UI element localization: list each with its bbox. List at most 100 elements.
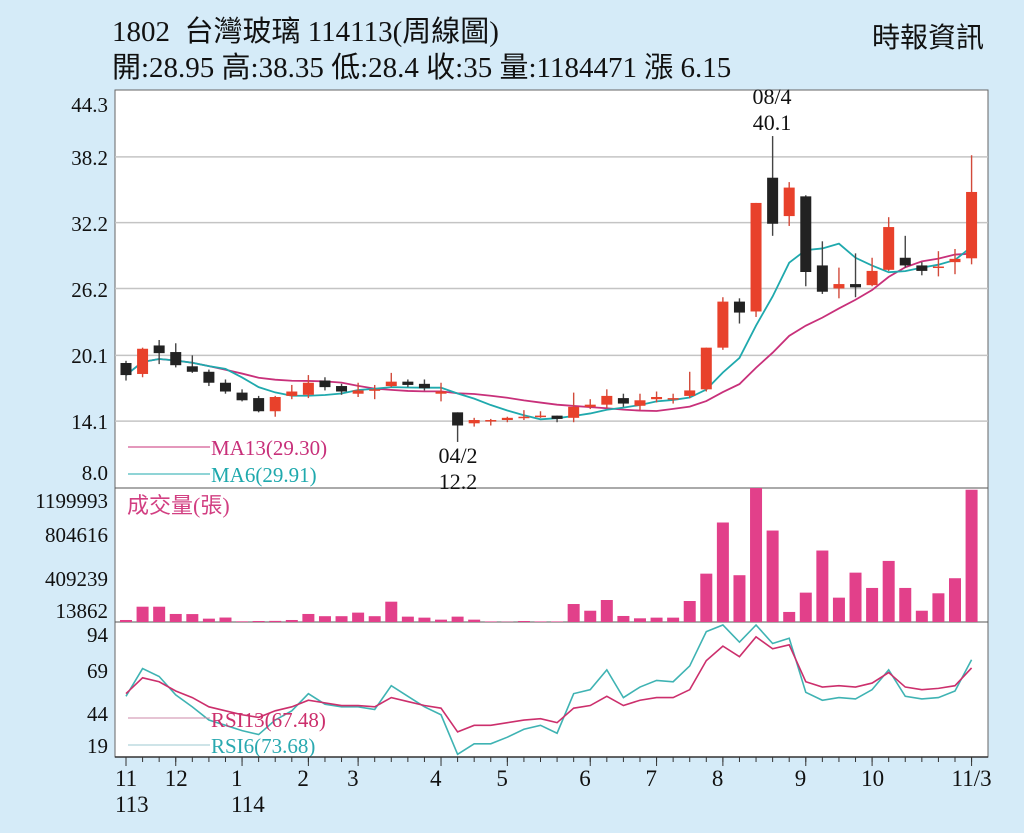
volume-bar <box>401 616 414 622</box>
candlesticks <box>120 136 978 442</box>
volume-bar <box>517 620 530 622</box>
x-tick-label: 3 <box>347 766 359 791</box>
candle-down <box>186 366 198 372</box>
high-value-annotation: 40.1 <box>753 110 792 135</box>
volume-y-tick: 1199993 <box>35 489 108 513</box>
volume-bar <box>716 522 729 622</box>
candle-up <box>684 390 696 396</box>
candle-down <box>203 371 215 383</box>
candle-up <box>634 400 646 406</box>
candle-down <box>402 381 414 385</box>
candle-up <box>651 396 663 400</box>
x-tick-label: 10 <box>861 766 884 791</box>
candle-up <box>385 381 397 387</box>
candle-up <box>866 270 878 286</box>
candle-down <box>767 177 779 224</box>
rsi-y-tick: 44 <box>87 702 109 726</box>
candle-up <box>883 227 895 270</box>
y-tick: 20.1 <box>71 344 108 368</box>
candle-down <box>170 352 182 366</box>
candle-up <box>833 284 845 289</box>
volume-bar <box>650 617 663 622</box>
candle-up <box>717 301 729 348</box>
candle-up <box>435 391 447 394</box>
x-tick-label: 2 <box>297 766 309 791</box>
volume-bar <box>385 601 398 622</box>
candle-up <box>468 420 480 424</box>
x-tick-label: 12 <box>165 766 188 791</box>
volume-bar <box>766 530 779 622</box>
y-tick: 44.3 <box>71 93 108 117</box>
high-date-annotation: 08/4 <box>752 84 791 109</box>
low-date-annotation: 04/2 <box>438 443 477 468</box>
volume-bar <box>667 617 680 622</box>
candle-up <box>485 420 497 422</box>
y-tick: 26.2 <box>71 278 108 302</box>
volume-bar <box>700 573 713 622</box>
volume-bar <box>832 597 845 622</box>
volume-bar <box>302 613 315 622</box>
ma6-legend: MA6(29.91) <box>211 463 317 487</box>
rsi13-line <box>125 635 973 733</box>
candle-up <box>584 404 596 407</box>
candle-down <box>236 392 248 401</box>
volume-bar <box>435 619 448 622</box>
candle-up <box>667 398 679 400</box>
volume-y-tick: 13862 <box>56 599 109 623</box>
chart-title: 1802 台灣玻璃 114113(周線圖) <box>112 16 499 48</box>
rsi-lines <box>125 623 973 756</box>
rsi13-legend: RSI13(67.48) <box>211 708 326 732</box>
volume-bar <box>120 619 132 622</box>
rsi-y-tick: 19 <box>87 734 108 758</box>
candle-up <box>949 258 961 263</box>
candle-up <box>518 416 530 419</box>
volume-bar <box>252 620 265 622</box>
x-tick-label: 1 <box>231 766 243 791</box>
volume-bar <box>335 616 348 622</box>
volume-bar <box>418 617 431 622</box>
ma13-legend: MA13(29.30) <box>211 436 327 460</box>
volume-bar <box>153 606 166 622</box>
volume-bar <box>882 560 895 622</box>
volume-bar <box>866 587 879 622</box>
volume-bar <box>600 600 613 622</box>
volume-bar <box>551 621 564 622</box>
volume-bar <box>186 614 199 622</box>
volume-bar <box>799 592 812 622</box>
plot-area <box>114 89 989 758</box>
volume-bar <box>633 618 646 622</box>
volume-label: 成交量(張) <box>127 493 230 518</box>
x-tick-label: 4 <box>430 766 442 791</box>
volume-bar <box>683 601 696 622</box>
ma6-line <box>125 242 973 421</box>
volume-bar <box>584 610 597 622</box>
y-tick: 8.0 <box>82 461 108 485</box>
volume-bar <box>285 619 298 622</box>
price-grid <box>115 156 988 422</box>
candle-down <box>336 386 348 392</box>
volume-bar <box>949 578 961 622</box>
rsi-y-tick: 69 <box>87 659 108 683</box>
x-tick-year: 113 <box>115 792 149 817</box>
candle-up <box>783 187 795 217</box>
candle-down <box>551 415 563 419</box>
x-tick-label: 7 <box>646 766 658 791</box>
x-tick-label: 5 <box>496 766 508 791</box>
candle-down <box>733 301 745 313</box>
candle-up <box>568 406 580 418</box>
candle-up <box>966 191 978 259</box>
candle-up <box>286 391 298 396</box>
y-tick: 14.1 <box>71 410 108 434</box>
candle-up <box>369 389 381 391</box>
candle-down <box>219 382 231 392</box>
volume-y-tick: 409239 <box>45 567 108 591</box>
candle-down <box>452 412 464 426</box>
volume-bar <box>269 620 282 622</box>
volume-bar <box>849 572 862 622</box>
volume-bar <box>932 593 945 622</box>
rsi-y-tick: 94 <box>87 623 109 647</box>
candle-up <box>137 348 149 374</box>
candle-up <box>269 396 281 412</box>
x-tick-label: 11/3 <box>952 766 992 791</box>
